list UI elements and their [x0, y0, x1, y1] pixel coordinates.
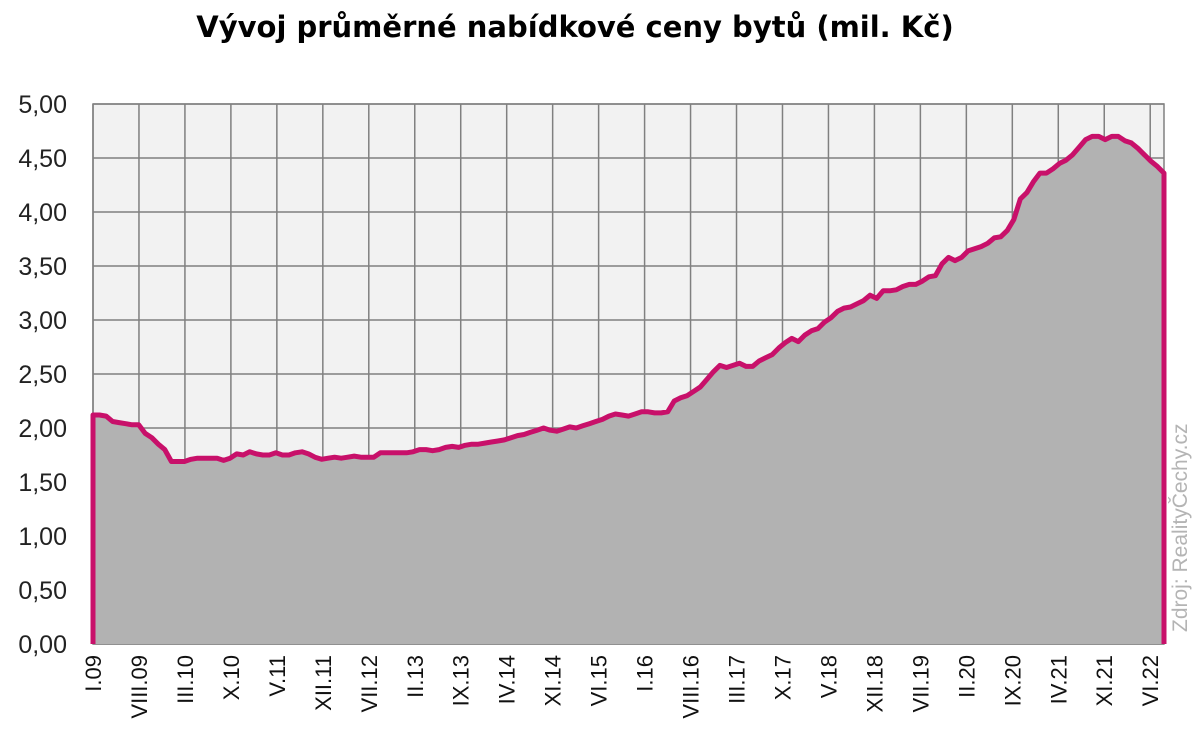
- x-tick-label: XII.11: [311, 655, 336, 711]
- x-tick-label: V.11: [265, 655, 290, 697]
- x-tick-label: VIII.09: [127, 655, 152, 719]
- x-tick-label: VIII.16: [679, 655, 704, 719]
- x-tick-label: IX.20: [1000, 655, 1025, 706]
- y-axis-tick-labels: 0,00 0,50 1,00 1,50 2,00 2,50 3,00 3,50 4,00 4,50…: [18, 91, 67, 659]
- x-axis-tick-labels: I.09 VIII.09 III.10 X.10 V.11 XII.11 VII.12 II.…: [81, 655, 1163, 719]
- y-tick-label: 4,50: [18, 145, 67, 173]
- x-tick-label: IX.13: [449, 655, 474, 706]
- x-tick-label: XII.18: [862, 655, 887, 712]
- x-tick-label: VII.12: [357, 655, 382, 712]
- x-tick-label: IV.14: [495, 655, 520, 704]
- y-tick-label: 2,50: [18, 361, 67, 389]
- x-tick-label: I.09: [81, 655, 106, 692]
- y-tick-label: 4,00: [18, 199, 67, 227]
- y-tick-label: 3,50: [18, 253, 67, 281]
- y-tick-label: 2,00: [18, 415, 67, 443]
- x-tick-label: VII.19: [908, 655, 933, 712]
- x-tick-label: XI.21: [1092, 655, 1117, 706]
- y-tick-label: 1,00: [18, 523, 67, 551]
- x-tick-label: X.10: [219, 655, 244, 700]
- x-tick-label: III.17: [725, 655, 750, 704]
- y-tick-label: 0,50: [18, 577, 67, 605]
- y-tick-label: 0,00: [18, 631, 67, 659]
- x-tick-label: XI.14: [541, 655, 566, 706]
- x-tick-label: I.16: [633, 655, 658, 692]
- y-tick-label: 1,50: [18, 469, 67, 497]
- y-tick-label: 3,00: [18, 307, 67, 335]
- source-label: Zdroj: RealityČechy.cz: [1169, 423, 1192, 632]
- y-tick-label: 5,00: [18, 91, 67, 119]
- series-line: [90, 133, 1167, 644]
- x-tick-label: VI.15: [587, 655, 612, 706]
- x-tick-label: II.13: [403, 655, 428, 698]
- x-tick-label: II.20: [954, 655, 979, 698]
- x-tick-label: VI.22: [1138, 655, 1163, 706]
- x-tick-label: III.10: [173, 655, 198, 704]
- x-tick-label: X.17: [771, 655, 796, 700]
- x-tick-label: V.18: [817, 655, 842, 698]
- x-tick-label: IV.21: [1046, 655, 1071, 704]
- chart-title: Vývoj průměrné nabídkové ceny bytů (mil.…: [196, 10, 954, 44]
- area-fill: [93, 136, 1164, 644]
